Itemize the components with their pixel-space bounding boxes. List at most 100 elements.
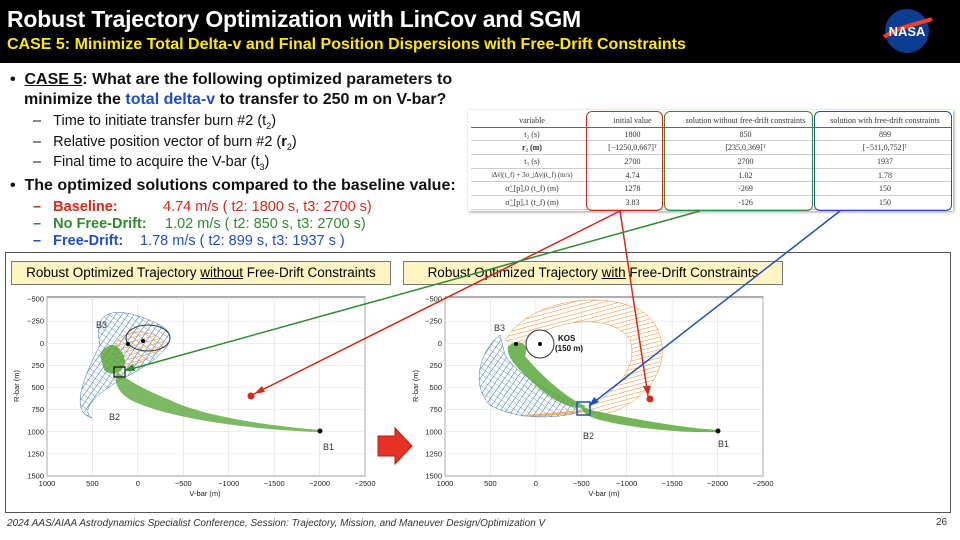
y-tick-label: 500	[429, 383, 442, 392]
right-plot-ticks: 1000 500 0 −500 −1000 −1500 −2000 −2500−500−250…	[425, 295, 773, 489]
left-plot-grid	[46, 297, 366, 477]
y-tick-label: 0	[40, 339, 44, 348]
initial-value-highlight-box	[586, 111, 663, 211]
table-header-row: variable initial value solution without …	[471, 114, 951, 128]
baseline-value: 4.74 m/s ( t2: 1800 s, t3: 2700 s)	[163, 199, 372, 215]
right-label-b1: B1	[718, 439, 729, 449]
y-tick-label: 1000	[27, 427, 44, 436]
left-b2-marker	[113, 366, 126, 378]
left-label-b3: B3	[96, 320, 107, 330]
right-b3-dot	[514, 342, 518, 346]
left-green-trajectory	[115, 372, 320, 432]
right-label-b3: B3	[494, 323, 505, 333]
free-drift-value: 1.78 m/s ( t2: 899 s, t3: 1937 s )	[140, 233, 345, 249]
left-xlabel: V-bar (m)	[189, 489, 221, 498]
x-tick-label: −1000	[616, 479, 637, 488]
arrow-initial-to-right	[619, 210, 649, 397]
x-tick-label: 1000	[437, 479, 454, 488]
y-tick-label: 250	[429, 361, 442, 370]
right-target-dot	[538, 342, 542, 346]
y-tick-label: 1250	[425, 449, 442, 458]
x-tick-label: −2500	[354, 479, 375, 488]
table-row: r₂ (m) [−1250,0,667]ᵀ [235,0,369]ᵀ [−511,0,…	[471, 140, 951, 156]
left-initial-point	[247, 392, 255, 400]
no-free-drift-row: – No Free-Drift:	[33, 216, 147, 232]
free-drift-highlight-box	[814, 111, 952, 211]
x-tick-label: 500	[484, 479, 497, 488]
header-bar: Robust Trajectory Optimization with LinC…	[0, 0, 960, 63]
free-drift-row: – Free-Drift:	[33, 233, 124, 249]
arrow-nofd-to-left	[123, 210, 701, 372]
no-free-drift-value: 1.02 m/s ( t2: 850 s, t3: 2700 s)	[165, 216, 366, 232]
right-green-trajectory	[582, 406, 718, 433]
sub-item-t3: – Final time to acquire the V-bar (t3)	[33, 154, 270, 172]
no-free-drift-highlight-box	[664, 111, 813, 211]
y-tick-label: 1500	[27, 472, 44, 481]
y-tick-label: −250	[425, 317, 442, 326]
left-label-b1: B1	[323, 442, 334, 452]
right-orange-dispersion	[504, 299, 663, 414]
right-label-kos-range: (150 m)	[555, 344, 583, 353]
y-tick-label: −500	[425, 295, 442, 304]
y-tick-label: 750	[31, 405, 44, 414]
y-tick-label: 0	[438, 339, 442, 348]
right-orange-tail	[520, 410, 585, 417]
right-label-b2: B2	[583, 431, 594, 441]
x-tick-label: −1500	[662, 479, 683, 488]
results-table: variable initial value solution without …	[468, 110, 953, 211]
x-tick-label: 0	[534, 479, 538, 488]
slide-title: Robust Trajectory Optimization with LinC…	[7, 6, 581, 32]
x-tick-label: 1000	[39, 479, 56, 488]
x-tick-label: −500	[573, 479, 590, 488]
nasa-logo-text: NASA	[889, 24, 926, 39]
table-row: |Δv̄|(t_f) + 3σ_|Δv|(t_f) (m/s) 4.74 1.02 1…	[471, 168, 951, 183]
right-label-kos: KOS	[558, 334, 576, 343]
sub-item-r2: – Relative position vector of burn #2 (r…	[33, 134, 297, 152]
x-tick-label: −500	[175, 479, 192, 488]
x-tick-label: −1500	[264, 479, 285, 488]
table-row: σ̃_[p],1 (t_f) (m) 3.83 -126 150	[471, 195, 951, 210]
right-green-arc	[507, 342, 586, 408]
case-label: CASE 5	[24, 71, 83, 88]
y-tick-label: 750	[429, 405, 442, 414]
x-tick-label: −2500	[752, 479, 773, 488]
right-b2-marker	[576, 401, 591, 416]
arrow-initial-to-left	[253, 210, 621, 395]
y-tick-label: 250	[31, 361, 44, 370]
page-number: 26	[936, 517, 948, 528]
question-text: : What are the following optimized param…	[82, 71, 453, 88]
left-plot: B3 B2 B1 1000 500 0 −500 −1000 −1500 −2000 −250…	[12, 295, 376, 499]
baseline-row: – Baseline:	[33, 199, 118, 215]
nasa-logo: NASA	[882, 9, 933, 53]
y-tick-label: 1000	[425, 427, 442, 436]
x-tick-label: −2000	[309, 479, 330, 488]
right-plot: B3 B2 B1 KOS (150 m) 1000 500 0 −500 −1000 −1…	[411, 295, 774, 499]
table-row: t₂ (s) 1800 850 899	[471, 127, 951, 142]
y-tick-label: −250	[27, 317, 44, 326]
x-tick-label: 500	[86, 479, 99, 488]
slide-subtitle: CASE 5: Minimize Total Delta-v and Final…	[7, 36, 686, 53]
right-b1-dot	[715, 428, 721, 434]
left-b3-dot	[126, 342, 130, 346]
left-b1-dot	[317, 428, 323, 434]
table-row: t₃ (s) 2700 2700 1937	[471, 154, 951, 169]
left-target-dot	[141, 339, 145, 343]
left-label-b2: B2	[109, 412, 120, 422]
bullet-question-line2: minimize the total delta-v to transfer t…	[24, 91, 447, 108]
right-xlabel: V-bar (m)	[588, 489, 620, 498]
left-plot-ticks: 1000 500 0 −500 −1000 −1500 −2000 −2500−500−250…	[27, 295, 375, 489]
x-tick-label: −1000	[218, 479, 239, 488]
right-initial-point	[646, 395, 654, 403]
bullet-question-line1: • CASE 5: What are the following optimiz…	[10, 71, 453, 88]
left-ylabel: R-bar (m)	[12, 369, 21, 402]
right-ylabel: R-bar (m)	[411, 369, 420, 402]
y-tick-label: 1500	[425, 472, 442, 481]
y-tick-label: 500	[31, 383, 44, 392]
bullet-solutions: • The optimized solutions compared to th…	[10, 177, 456, 194]
total-delta-v-highlight: total delta-v	[125, 91, 216, 108]
left-kos-ellipse	[125, 324, 171, 352]
table-row: σ̃_[p],0 (t_f) (m) 1278 -269 150	[471, 181, 951, 197]
left-plot-title: Robust Optimized Trajectory without Free…	[11, 261, 391, 285]
arrow-fd-to-right	[588, 210, 841, 407]
